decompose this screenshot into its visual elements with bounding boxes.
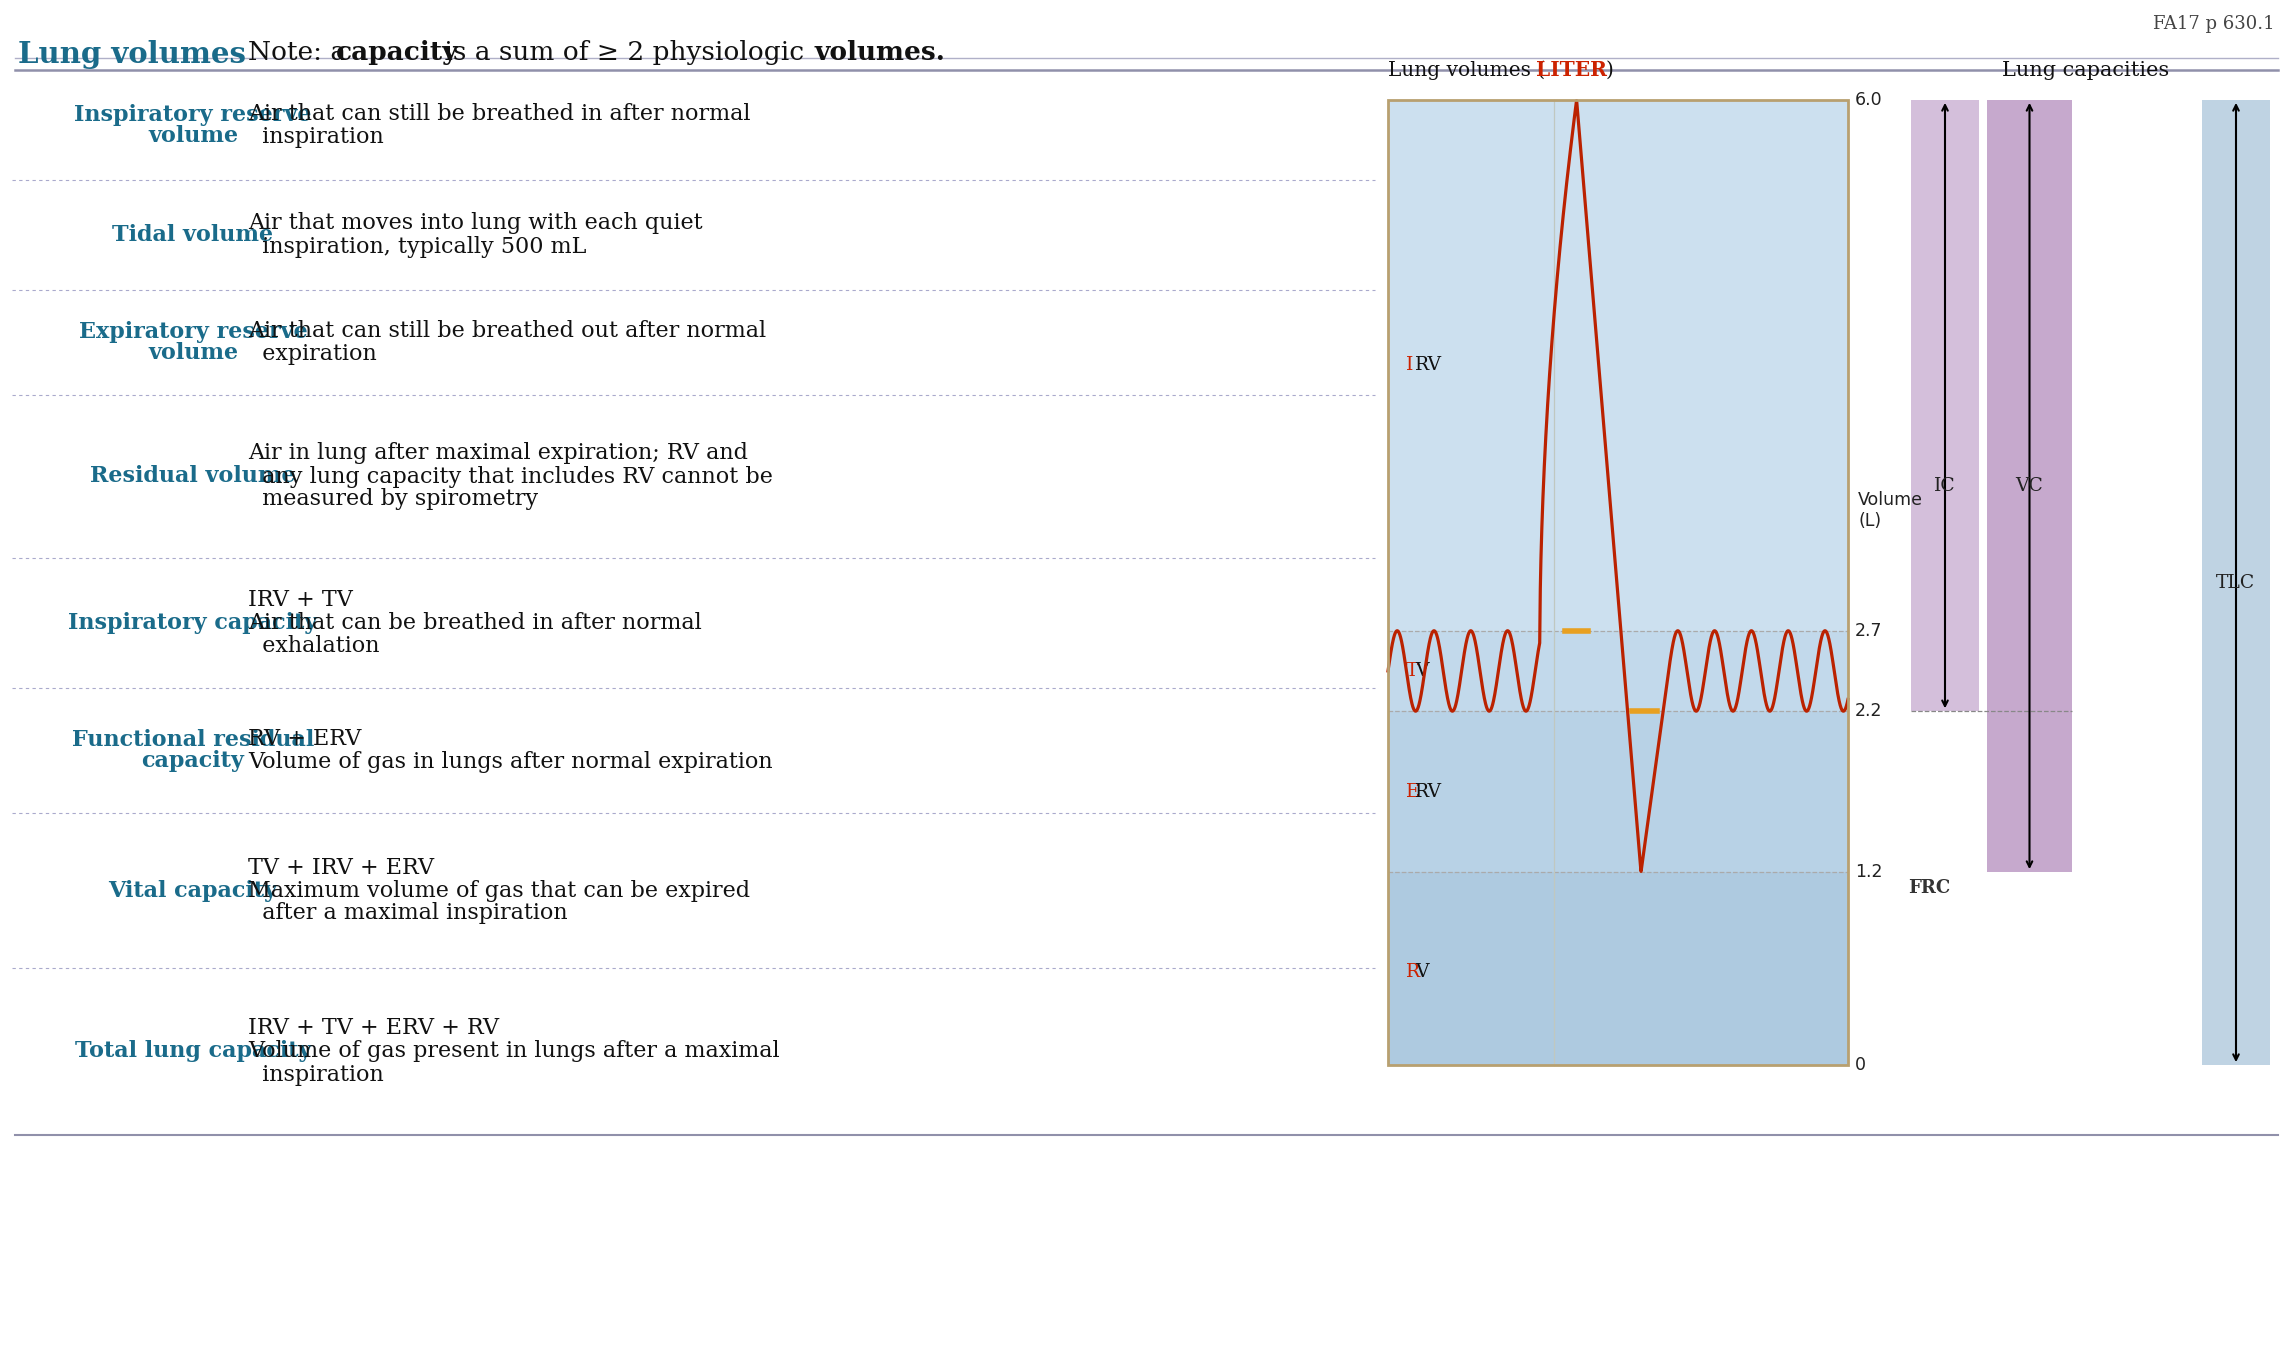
Bar (2201, 100, 2270, 1065)
Text: TV + IRV + ERV: TV + IRV + ERV (248, 856, 433, 878)
Text: Note: a: Note: a (248, 41, 355, 65)
Bar (1387, 712, 1848, 871)
Text: IRV + TV: IRV + TV (248, 589, 353, 612)
Text: inspiration: inspiration (248, 1063, 383, 1085)
Text: VC: VC (2016, 478, 2043, 495)
Text: V: V (1415, 662, 1429, 681)
Text: Residual volume: Residual volume (89, 465, 296, 487)
Text: Lung capacities: Lung capacities (2002, 61, 2169, 80)
Text: IRV + TV + ERV + RV: IRV + TV + ERV + RV (248, 1017, 500, 1039)
Text: expiration: expiration (248, 344, 376, 365)
Text: Volume of gas present in lungs after a maximal: Volume of gas present in lungs after a m… (248, 1040, 780, 1062)
Text: R: R (1406, 963, 1419, 981)
Text: RV: RV (1415, 356, 1442, 375)
Text: FA17 p 630.1: FA17 p 630.1 (2153, 15, 2275, 32)
Text: RV + ERV: RV + ERV (248, 728, 362, 750)
Bar (1387, 630, 1848, 712)
Bar (1387, 871, 1848, 1065)
Text: T: T (1406, 662, 1419, 681)
Text: Air that can still be breathed in after normal: Air that can still be breathed in after … (248, 103, 750, 124)
Text: TLC: TLC (2217, 574, 2256, 591)
Text: inspiration: inspiration (248, 126, 383, 147)
Text: 0: 0 (1855, 1055, 1867, 1074)
Text: capacity: capacity (337, 41, 459, 65)
Text: Vital capacity: Vital capacity (108, 879, 277, 901)
Text: V: V (1415, 963, 1429, 981)
Text: FRC: FRC (1908, 879, 1951, 897)
Text: Total lung capacity: Total lung capacity (76, 1040, 312, 1062)
Text: Volume
(L): Volume (L) (1857, 491, 1924, 529)
Text: Air in lung after maximal expiration; RV and: Air in lung after maximal expiration; RV… (248, 442, 748, 464)
Bar (1988, 100, 2073, 871)
Text: Expiratory reserve: Expiratory reserve (78, 321, 307, 344)
Text: ): ) (1605, 61, 1614, 80)
Text: Inspiratory reserve: Inspiratory reserve (73, 103, 312, 126)
Bar (1387, 100, 1848, 1065)
Text: I: I (1406, 356, 1412, 375)
Text: inspiration, typically 500 mL: inspiration, typically 500 mL (248, 235, 587, 257)
Text: IC: IC (1933, 478, 1956, 495)
Text: 6.0: 6.0 (1855, 91, 1883, 110)
Text: Air that moves into lung with each quiet: Air that moves into lung with each quiet (248, 212, 702, 234)
Text: 2.7: 2.7 (1855, 622, 1883, 640)
Text: 1.2: 1.2 (1855, 863, 1883, 881)
Text: Maximum volume of gas that can be expired: Maximum volume of gas that can be expire… (248, 879, 750, 901)
Text: capacity: capacity (142, 750, 245, 773)
Bar (1387, 100, 1848, 630)
Text: 2.2: 2.2 (1855, 702, 1883, 720)
Text: volume: volume (149, 342, 238, 364)
Text: Inspiratory capacity: Inspiratory capacity (69, 612, 319, 635)
Text: Lung volumes: Lung volumes (18, 41, 245, 69)
Text: measured by spirometry: measured by spirometry (248, 488, 539, 510)
Text: Air that can be breathed in after normal: Air that can be breathed in after normal (248, 612, 702, 635)
Text: E: E (1406, 782, 1419, 801)
Bar (1910, 100, 1979, 712)
Text: Tidal volume: Tidal volume (112, 225, 273, 246)
Text: Volume of gas in lungs after normal expiration: Volume of gas in lungs after normal expi… (248, 751, 773, 773)
Text: RV: RV (1415, 782, 1442, 801)
Text: volumes.: volumes. (814, 41, 945, 65)
Text: LITER: LITER (1536, 60, 1607, 80)
Text: Lung volumes (: Lung volumes ( (1387, 61, 1545, 80)
Text: after a maximal inspiration: after a maximal inspiration (248, 902, 569, 924)
Text: exhalation: exhalation (248, 635, 381, 658)
Text: Air that can still be breathed out after normal: Air that can still be breathed out after… (248, 321, 766, 342)
Text: any lung capacity that includes RV cannot be: any lung capacity that includes RV canno… (248, 465, 773, 487)
Text: volume: volume (149, 124, 238, 146)
Text: is a sum of ≥ 2 physiologic: is a sum of ≥ 2 physiologic (436, 41, 812, 65)
Text: Functional residual: Functional residual (71, 729, 314, 751)
